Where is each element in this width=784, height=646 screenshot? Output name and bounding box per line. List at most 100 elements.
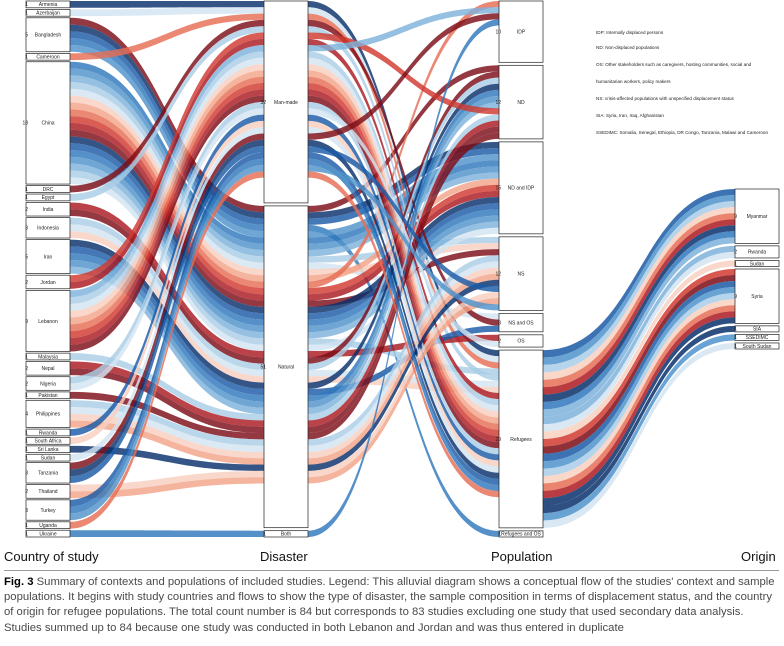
- flow-country-disaster: [70, 413, 264, 459]
- country-node-count: 2: [25, 280, 28, 286]
- origin-node: [734, 260, 780, 267]
- flows: [70, 1, 735, 538]
- origin-node-label: Syria: [751, 294, 763, 300]
- country-node-label: Sudan: [41, 455, 56, 461]
- country-node-count: 18: [22, 121, 28, 127]
- flow-disaster-population: [308, 114, 499, 461]
- country-node-label: Nepal: [41, 366, 54, 372]
- country-node: [25, 193, 71, 202]
- origin-node: [734, 188, 780, 244]
- flow-population-origin: [543, 311, 735, 499]
- flow-disaster-population: [308, 65, 499, 213]
- disaster-node-count: 51: [260, 365, 266, 371]
- flow-country-disaster: [70, 400, 264, 446]
- figure-caption: Fig. 3 Summary of contexts and populatio…: [4, 570, 782, 636]
- axis-title-origin: Origin: [741, 549, 776, 564]
- origin-node: [734, 268, 780, 324]
- flow-disaster-population: [308, 139, 499, 479]
- flow-country-disaster: [70, 150, 264, 326]
- flow-disaster-population: [308, 19, 499, 537]
- flow-population-origin: [543, 225, 735, 402]
- flow-country-disaster: [70, 420, 264, 465]
- flow-country-disaster: [70, 165, 264, 521]
- flow-population-origin: [543, 231, 735, 410]
- flow-country-disaster: [70, 13, 264, 61]
- origin-node-label: South Sudan: [743, 344, 772, 350]
- flow-country-disaster: [70, 95, 264, 352]
- nodes: Armenia 1 Azerbaijan 1 Bangladesh 5 Cameroon 1 C…: [22, 0, 780, 538]
- country-node-count: 1: [25, 354, 28, 360]
- flow-country-disaster: [70, 368, 264, 434]
- legend-line: IDP: Internally displaced persons: [596, 30, 664, 35]
- flow-country-disaster: [70, 445, 264, 471]
- flow-disaster-population: [308, 158, 499, 492]
- country-node-label: Cameroon: [36, 55, 60, 61]
- flow-disaster-population: [308, 1, 499, 288]
- flow-population-origin: [543, 281, 735, 462]
- origin-node-count: 1: [734, 327, 737, 333]
- country-node: [25, 17, 71, 53]
- country-node-count: 3: [25, 226, 28, 232]
- flow-population-origin: [543, 207, 735, 380]
- flow-country-disaster: [70, 209, 264, 364]
- flow-disaster-population: [308, 127, 499, 473]
- population-node-label: ND: [517, 100, 525, 106]
- country-node-count: 4: [25, 412, 28, 418]
- flow-population-origin: [543, 342, 735, 528]
- country-node: [25, 274, 71, 290]
- country-node: [25, 462, 71, 484]
- flow-population-origin: [543, 201, 735, 373]
- country-node-count: 1: [25, 430, 28, 436]
- origin-node-count: 1: [734, 344, 737, 350]
- flow-disaster-population: [308, 57, 499, 412]
- country-node-label: Nigeria: [40, 381, 56, 387]
- flow-disaster-population: [308, 26, 499, 381]
- country-node: [25, 185, 71, 193]
- disaster-node-count: 1: [263, 532, 266, 538]
- population-node-label: NS: [518, 271, 526, 277]
- country-node-count: 3: [25, 508, 28, 514]
- flow-country-disaster: [70, 108, 264, 391]
- legend-line: ND: Non-displaced populations: [596, 45, 660, 50]
- legend-line: humanitarian workers, policy makers: [596, 79, 671, 84]
- axis-title-population: Population: [491, 549, 552, 564]
- flow-population-origin: [543, 245, 735, 425]
- flow-country-disaster: [70, 89, 264, 345]
- flow-country-disaster: [70, 146, 264, 484]
- country-node-count: 1: [25, 2, 28, 8]
- country-node-count: 1: [25, 439, 28, 445]
- flow-country-disaster: [70, 19, 264, 193]
- population-node: [498, 141, 544, 235]
- population-node-count: 2: [498, 339, 501, 345]
- country-node: [25, 202, 71, 217]
- flow-country-disaster: [70, 114, 264, 436]
- country-node-label: Iran: [44, 254, 53, 260]
- country-node: [25, 352, 71, 361]
- origin-node-label: Myanmar: [747, 214, 768, 220]
- flow-population-origin: [543, 237, 735, 417]
- flow-country-disaster: [70, 57, 264, 311]
- flow-disaster-population: [308, 77, 499, 370]
- country-node: [25, 399, 71, 428]
- population-node-count: 10: [495, 29, 501, 35]
- country-node: [25, 453, 71, 462]
- flow-country-disaster: [70, 61, 264, 244]
- flow-disaster-population: [308, 171, 499, 498]
- origin-node-label: SIA: [753, 327, 762, 333]
- flow-disaster-population: [308, 13, 499, 140]
- country-node: [25, 217, 71, 239]
- population-node: [498, 530, 544, 538]
- country-node: [25, 0, 71, 9]
- country-node-label: South Africa: [35, 439, 62, 445]
- country-node: [25, 437, 71, 445]
- flow-disaster-population: [308, 120, 499, 427]
- population-node: [498, 334, 544, 348]
- flow-country-disaster: [70, 24, 264, 219]
- flow-disaster-population: [308, 148, 499, 225]
- population-node: [498, 236, 544, 311]
- flow-disaster-population: [308, 19, 499, 326]
- flow-population-origin: [543, 189, 735, 358]
- population-node-count: 29: [495, 437, 501, 443]
- country-node: [25, 521, 71, 529]
- country-node: [25, 445, 71, 454]
